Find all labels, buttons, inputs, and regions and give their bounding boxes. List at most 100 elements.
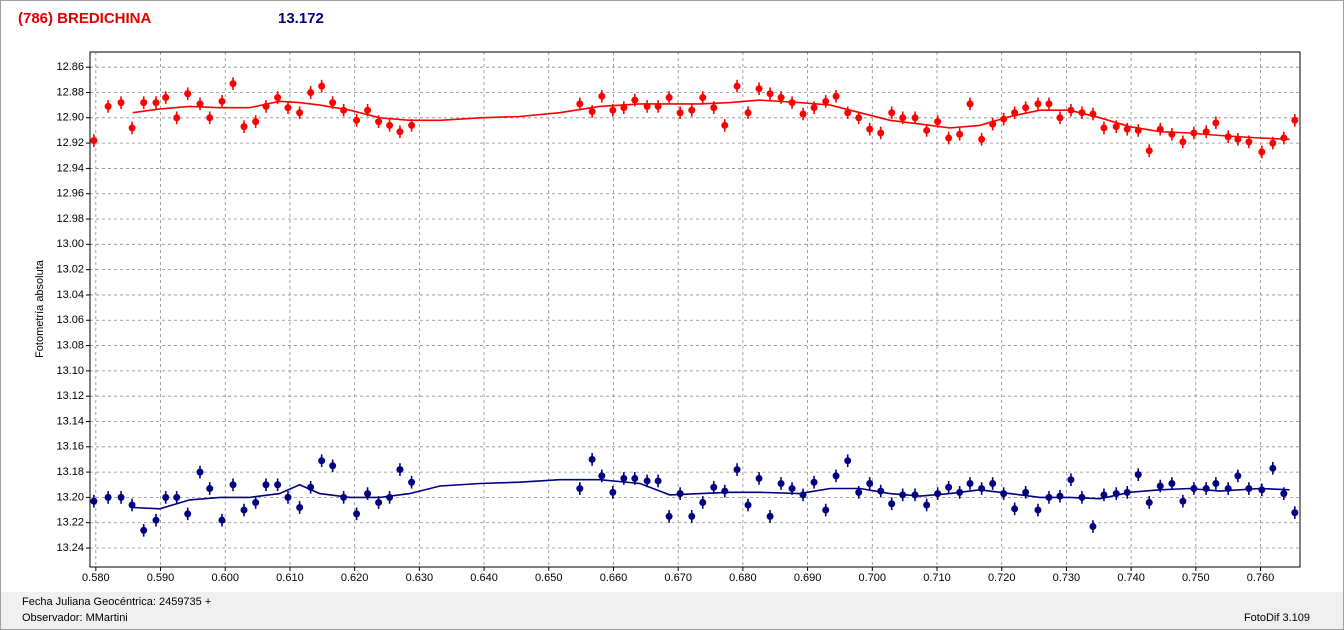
data-point <box>699 94 707 102</box>
data-point <box>945 483 953 491</box>
x-tick-label: 0.750 <box>1182 572 1210 584</box>
data-point <box>318 457 326 465</box>
data-point <box>978 135 986 143</box>
data-point <box>1112 123 1120 131</box>
data-point <box>1089 523 1097 531</box>
data-point <box>654 477 662 485</box>
data-point <box>206 114 214 122</box>
data-point <box>1258 486 1266 494</box>
data-point <box>284 493 292 501</box>
data-point <box>1190 129 1198 137</box>
data-point <box>643 102 651 110</box>
data-point <box>296 109 304 117</box>
x-tick-label: 0.680 <box>729 572 757 584</box>
y-tick-label: 13.14 <box>56 415 84 427</box>
y-tick-label: 12.96 <box>56 188 84 200</box>
data-point <box>196 100 204 108</box>
data-point <box>822 506 830 514</box>
fit-curve <box>132 478 1290 510</box>
data-point <box>665 512 673 520</box>
x-tick-label: 0.760 <box>1247 572 1275 584</box>
data-point <box>329 462 337 470</box>
data-point <box>1234 135 1242 143</box>
data-point <box>855 488 863 496</box>
data-point <box>1056 114 1064 122</box>
data-point <box>844 109 852 117</box>
data-point <box>799 491 807 499</box>
data-point <box>631 96 639 104</box>
data-point <box>307 88 315 96</box>
data-point <box>90 497 98 505</box>
data-point <box>284 104 292 112</box>
y-tick-label: 13.16 <box>56 441 84 453</box>
data-point <box>710 483 718 491</box>
data-point <box>1280 134 1288 142</box>
data-point <box>934 118 942 126</box>
data-point <box>1145 498 1153 506</box>
data-point <box>206 485 214 493</box>
y-tick-label: 13.20 <box>56 491 84 503</box>
data-point <box>822 97 830 105</box>
data-point <box>1212 479 1220 487</box>
data-point <box>598 472 606 480</box>
y-tick-label: 12.92 <box>56 137 84 149</box>
data-point <box>353 510 361 518</box>
y-tick-label: 13.10 <box>56 365 84 377</box>
data-point <box>1156 125 1164 133</box>
data-point <box>218 516 226 524</box>
x-tick-label: 0.690 <box>794 572 822 584</box>
x-tick-label: 0.620 <box>341 572 369 584</box>
data-point <box>966 479 974 487</box>
data-point <box>1034 100 1042 108</box>
data-point <box>956 488 964 496</box>
x-tick-label: 0.610 <box>276 572 304 584</box>
data-point <box>688 106 696 114</box>
data-point <box>1011 109 1019 117</box>
data-point <box>1156 482 1164 490</box>
x-tick-label: 0.660 <box>600 572 628 584</box>
x-tick-label: 0.670 <box>664 572 692 584</box>
data-point <box>989 120 997 128</box>
data-point <box>152 99 160 107</box>
data-point <box>710 104 718 112</box>
y-tick-label: 13.08 <box>56 339 84 351</box>
data-point <box>1179 497 1187 505</box>
data-point <box>262 481 270 489</box>
x-tick-label: 0.600 <box>211 572 239 584</box>
data-point <box>945 134 953 142</box>
data-point <box>788 485 796 493</box>
data-point <box>1202 485 1210 493</box>
data-point <box>1022 488 1030 496</box>
data-point <box>755 85 763 93</box>
data-point <box>1269 464 1277 472</box>
data-point <box>128 124 136 132</box>
data-point <box>1291 509 1299 517</box>
data-point <box>162 493 170 501</box>
software: FotoDif 3.109 <box>1244 612 1310 624</box>
x-tick-label: 0.590 <box>147 572 175 584</box>
data-point <box>721 121 729 129</box>
x-tick-label: 0.650 <box>535 572 563 584</box>
data-point <box>810 104 818 112</box>
y-tick-label: 13.00 <box>56 238 84 250</box>
data-point <box>229 481 237 489</box>
data-point <box>1045 100 1053 108</box>
x-tick-label: 0.740 <box>1117 572 1145 584</box>
x-axis-label: Fecha Juliana Geocéntrica: 2459735 + <box>22 596 211 608</box>
y-tick-label: 13.18 <box>56 466 84 478</box>
data-point <box>1123 488 1131 496</box>
data-point <box>1022 104 1030 112</box>
data-point <box>733 82 741 90</box>
data-point <box>386 493 394 501</box>
data-point <box>386 121 394 129</box>
data-point <box>911 491 919 499</box>
data-point <box>1269 139 1277 147</box>
y-axis-label: Fotometría absoluta <box>34 259 46 358</box>
data-point <box>229 80 237 88</box>
y-tick-label: 12.98 <box>56 213 84 225</box>
y-tick-label: 13.06 <box>56 314 84 326</box>
data-point <box>588 107 596 115</box>
data-point <box>1168 130 1176 138</box>
data-point <box>128 501 136 509</box>
